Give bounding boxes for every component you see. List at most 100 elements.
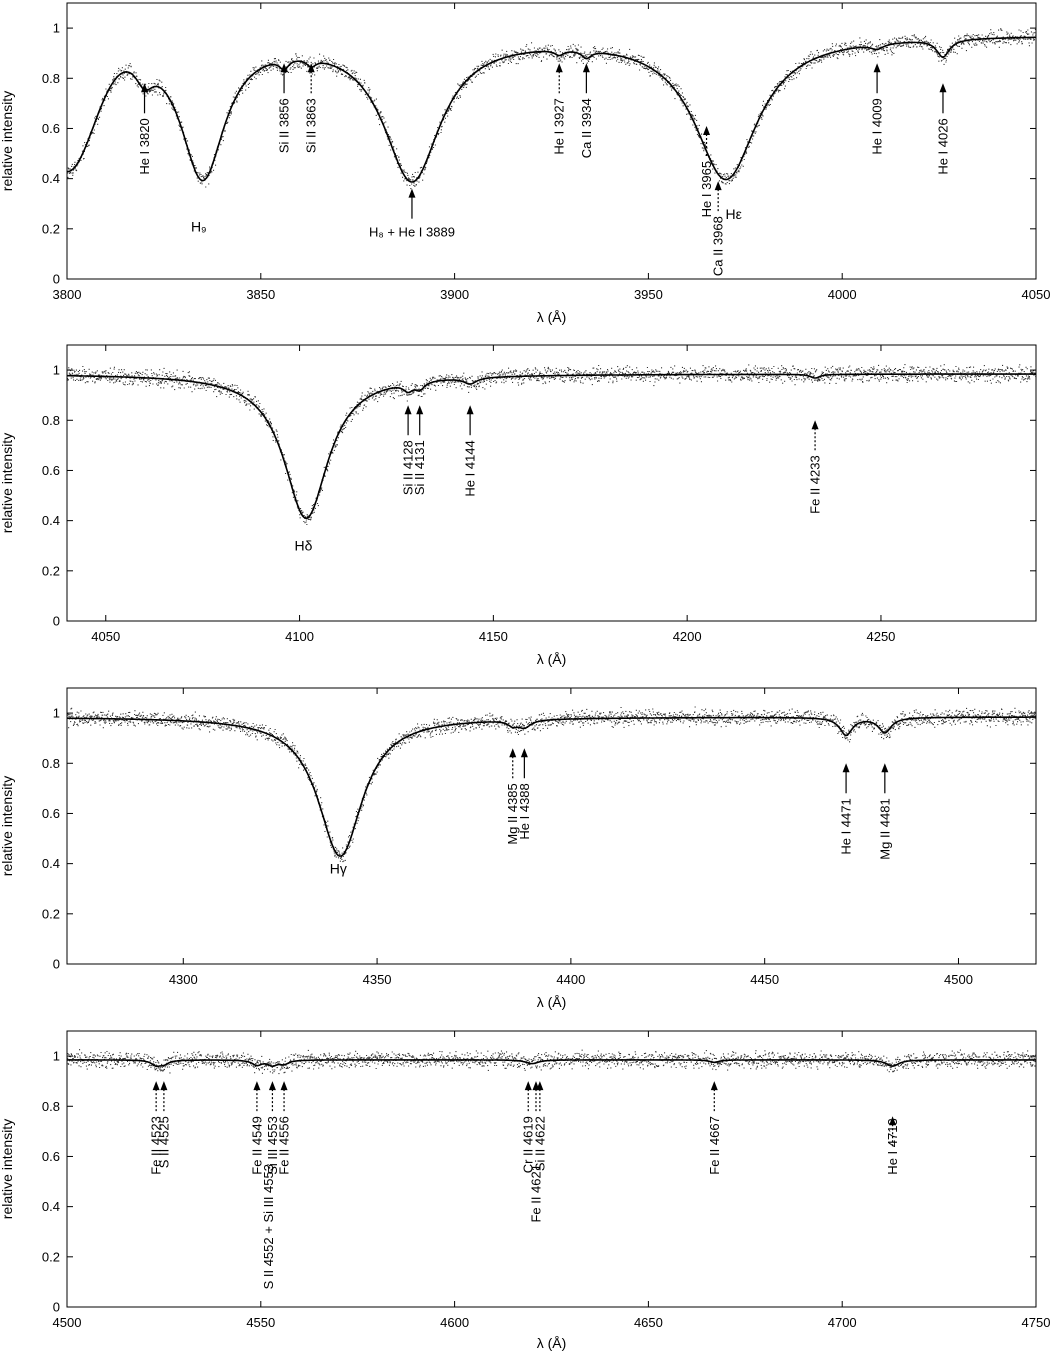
y-tick-label: 0.4 bbox=[42, 1199, 60, 1214]
x-tick-label: 4750 bbox=[1022, 1315, 1051, 1330]
spectrum-panel-3: 0 0.2 0.4 0.6 0.8 1 4300 4350 4400 4450 4500 λ (Å) r… bbox=[0, 687, 1037, 1010]
annotation-arrowhead bbox=[268, 1081, 276, 1091]
x-axis-label: λ (Å) bbox=[537, 309, 567, 325]
y-tick-label: 1 bbox=[53, 706, 60, 721]
annotation-label: Si II 4622 bbox=[532, 1116, 547, 1171]
y-tick-label: 0.2 bbox=[42, 906, 60, 921]
y-tick-label: 0 bbox=[53, 1300, 60, 1315]
annotation-arrowhead bbox=[939, 83, 947, 93]
y-tick-label: 0.6 bbox=[42, 806, 60, 821]
x-tick-label: 4100 bbox=[285, 629, 314, 644]
line-annotation: S II 4525 bbox=[156, 1081, 171, 1168]
model-spectrum-line bbox=[67, 1059, 1036, 1068]
spectrum-panel-2: 0 0.2 0.4 0.6 0.8 1 4050 4100 4150 4200 4250 λ (Å) r… bbox=[0, 344, 1037, 667]
annotation-label: He I 4009 bbox=[870, 98, 885, 154]
annotation-label: Fe II 4667 bbox=[707, 1116, 722, 1175]
observed-dots bbox=[67, 28, 1036, 190]
line-annotation: Cr II 4619 bbox=[521, 1081, 536, 1173]
annotation-label: He I 4388 bbox=[517, 783, 532, 839]
observed-points bbox=[67, 364, 1036, 526]
x-tick-label: 3850 bbox=[246, 287, 275, 302]
line-annotation: Si II 3856 bbox=[277, 63, 292, 153]
line-annotation: Fe II 4667 bbox=[707, 1081, 722, 1175]
line-annotation: Si III 4553 bbox=[265, 1081, 280, 1175]
line-annotation: Fe II 4621 bbox=[528, 1081, 543, 1223]
x-tick-label: 3900 bbox=[440, 287, 469, 302]
annotation-label: Si II 3863 bbox=[304, 98, 319, 153]
x-tick-label: 4000 bbox=[828, 287, 857, 302]
y-tick-label: 0.8 bbox=[42, 413, 60, 428]
y-tick-label: 0.8 bbox=[42, 756, 60, 771]
model-spectrum-line bbox=[67, 36, 1036, 183]
annotation-arrowhead bbox=[582, 63, 590, 73]
x-tick-label: 4050 bbox=[91, 629, 120, 644]
line-id-label: Hε bbox=[725, 206, 741, 222]
annotation-label: Fe II 4621 bbox=[528, 1164, 543, 1223]
annotation-arrowhead bbox=[152, 1081, 160, 1091]
line-annotation: Si II 4131 bbox=[412, 405, 427, 495]
line-annotation: Fe II 4523 bbox=[149, 1081, 164, 1175]
annotation-arrowhead bbox=[703, 125, 711, 135]
x-tick-label: 4450 bbox=[750, 972, 779, 987]
annotation-arrowhead bbox=[466, 405, 474, 415]
plot-frame bbox=[66, 2, 1037, 280]
y-axis-label: relative intensity bbox=[0, 1119, 15, 1219]
annotation-label: S II 4525 bbox=[156, 1116, 171, 1168]
annotation-arrowhead bbox=[532, 1081, 540, 1091]
annotation-arrowhead bbox=[524, 1081, 532, 1091]
x-tick-label: 4150 bbox=[479, 629, 508, 644]
line-annotation: He I 4144 bbox=[463, 405, 478, 497]
annotation-label: Cr II 4619 bbox=[521, 1116, 536, 1173]
line-annotation: H₈ + He I 3889 bbox=[369, 188, 455, 240]
observed-dots bbox=[67, 364, 1036, 526]
line-annotation: He I 4471 bbox=[839, 763, 854, 855]
line-annotation: Fe II 4233 bbox=[808, 420, 823, 514]
y-tick-label: 0 bbox=[53, 614, 60, 629]
annotation-label: Ca II 3968 bbox=[711, 216, 726, 276]
annotation-arrowhead bbox=[404, 405, 412, 415]
observed-dots bbox=[67, 1049, 1036, 1075]
spectrum-panel-4: 0 0.2 0.4 0.6 0.8 1 4500 4550 4600 4650 4700 4750 λ … bbox=[0, 1030, 1051, 1351]
line-annotation: He I 4026 bbox=[935, 83, 950, 175]
y-tick-label: 0.6 bbox=[42, 1149, 60, 1164]
line-annotation: Si II 3863 bbox=[304, 63, 319, 153]
model-spectrum-line bbox=[67, 716, 1036, 857]
y-tick-label: 0.6 bbox=[42, 121, 60, 136]
annotation-label: Fe II 4556 bbox=[277, 1116, 292, 1175]
y-axis-label: relative intensity bbox=[0, 91, 15, 191]
x-axis-label: λ (Å) bbox=[537, 651, 567, 667]
y-tick-label: 0.2 bbox=[42, 563, 60, 578]
y-tick-label: 0.8 bbox=[42, 1099, 60, 1114]
y-tick-label: 0.2 bbox=[42, 1249, 60, 1264]
plot-frame bbox=[66, 1030, 1037, 1308]
annotation-label: Si II 3856 bbox=[277, 98, 292, 153]
annotation-label: Fe II 4549 bbox=[249, 1116, 264, 1175]
x-tick-label: 4350 bbox=[363, 972, 392, 987]
annotation-label: Si II 4131 bbox=[412, 440, 427, 495]
line-annotation: He I 3927 bbox=[552, 63, 567, 155]
line-annotation: Si II 4128 bbox=[401, 405, 416, 495]
annotation-arrowhead bbox=[873, 63, 881, 73]
annotation-arrowhead bbox=[416, 405, 424, 415]
annotation-label: He I 3927 bbox=[552, 98, 567, 154]
y-tick-label: 0.2 bbox=[42, 221, 60, 236]
line-annotation: He I 4388 bbox=[517, 748, 532, 840]
annotation-arrowhead bbox=[160, 1081, 168, 1091]
x-tick-label: 4500 bbox=[53, 1315, 82, 1330]
plot-frame bbox=[66, 687, 1037, 965]
annotation-arrowhead bbox=[509, 748, 517, 758]
y-tick-label: 0.4 bbox=[42, 171, 60, 186]
y-tick-label: 0 bbox=[53, 272, 60, 287]
line-id-label: H₉ bbox=[191, 218, 207, 234]
x-axis-label: λ (Å) bbox=[537, 1335, 567, 1351]
x-tick-label: 4400 bbox=[556, 972, 585, 987]
annotation-arrowhead bbox=[520, 748, 528, 758]
annotation-arrowhead bbox=[889, 1116, 897, 1126]
annotation-arrowhead bbox=[811, 420, 819, 430]
line-annotation: Fe II 4549 bbox=[249, 1081, 264, 1175]
line-annotation: Fe II 4556 bbox=[277, 1081, 292, 1175]
annotation-arrowhead bbox=[253, 1081, 261, 1091]
model-spectrum-line bbox=[67, 373, 1036, 519]
annotation-label: Ca II 3934 bbox=[579, 98, 594, 158]
